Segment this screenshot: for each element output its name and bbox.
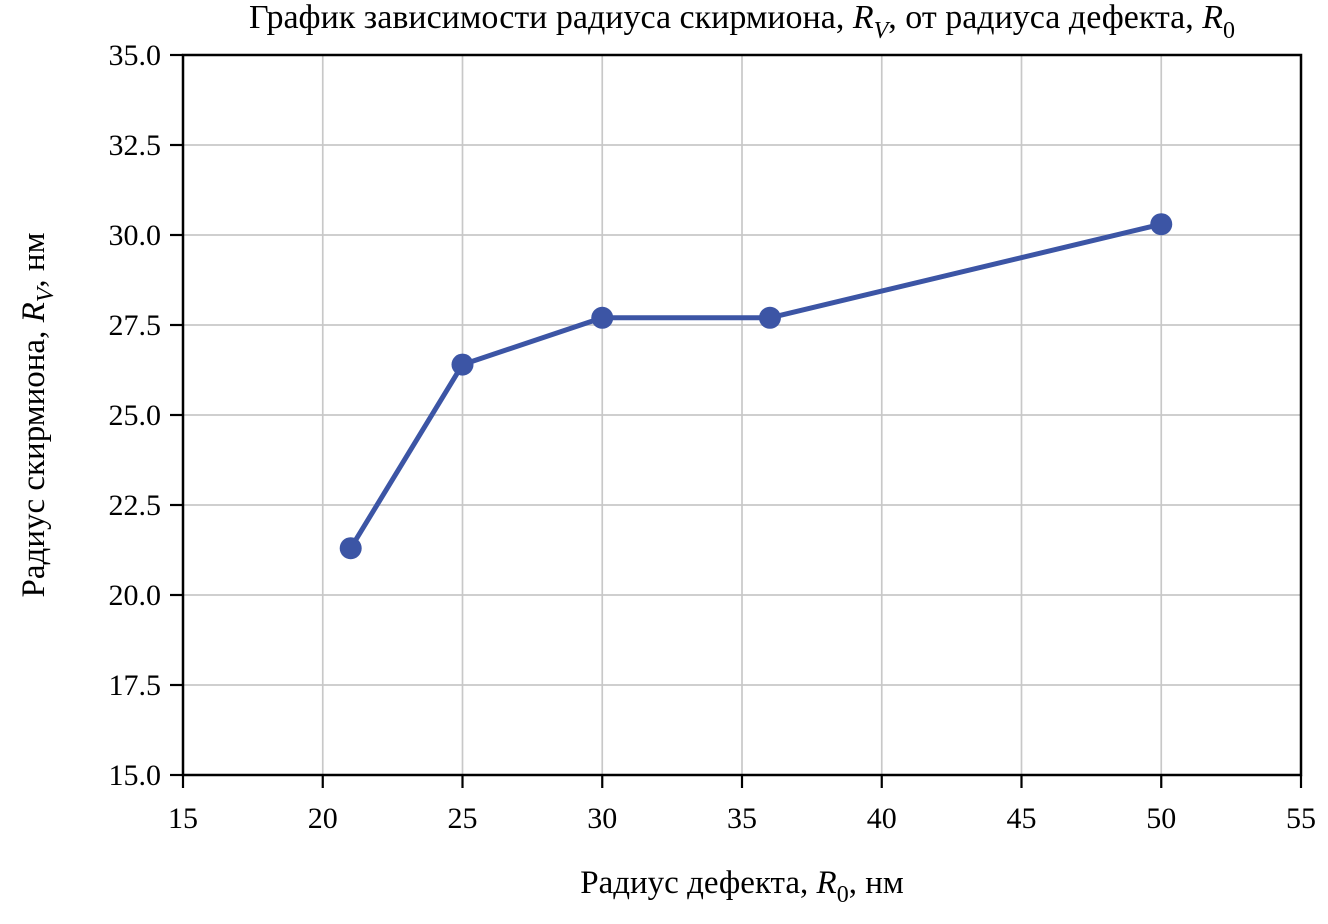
y-tick-label: 32.5: [109, 129, 162, 162]
x-tick-label: 55: [1286, 802, 1316, 835]
x-tick-label: 40: [867, 802, 897, 835]
x-tick-label: 20: [308, 802, 338, 835]
y-tick-label: 27.5: [109, 309, 162, 342]
data-point: [451, 353, 474, 376]
x-tick-labels: 15 20 25 30 35 40 45 50 55: [168, 802, 1316, 835]
y-tick-label: 17.5: [109, 669, 162, 702]
data-point: [1150, 213, 1173, 236]
y-tick-label: 15.0: [109, 759, 162, 792]
y-tick-label: 20.0: [109, 579, 162, 612]
y-tick-label: 30.0: [109, 219, 162, 252]
x-tick-label: 25: [448, 802, 478, 835]
y-tick-labels: 15.0 17.5 20.0 22.5 25.0 27.5 30.0 32.5 35.0: [109, 39, 162, 792]
x-tick-label: 35: [727, 802, 757, 835]
data-point: [339, 537, 362, 560]
x-tick-label: 45: [1007, 802, 1037, 835]
chart-title: График зависимости радиуса скирмиона, RV…: [249, 0, 1235, 44]
x-tick-label: 30: [587, 802, 617, 835]
x-axis-label: Радиус дефекта, R0, нм: [580, 865, 904, 908]
y-tick-label: 22.5: [109, 489, 162, 522]
y-tick-label: 25.0: [109, 399, 162, 432]
data-point: [758, 306, 781, 329]
y-tick-label: 35.0: [109, 39, 162, 72]
tick-marks: [170, 53, 1303, 788]
y-axis-label: Радиус скирмиона, RV, нм: [16, 232, 59, 597]
x-tick-label: 15: [168, 802, 198, 835]
x-tick-label: 50: [1146, 802, 1176, 835]
data-series: [339, 213, 1173, 560]
data-point: [591, 306, 614, 329]
